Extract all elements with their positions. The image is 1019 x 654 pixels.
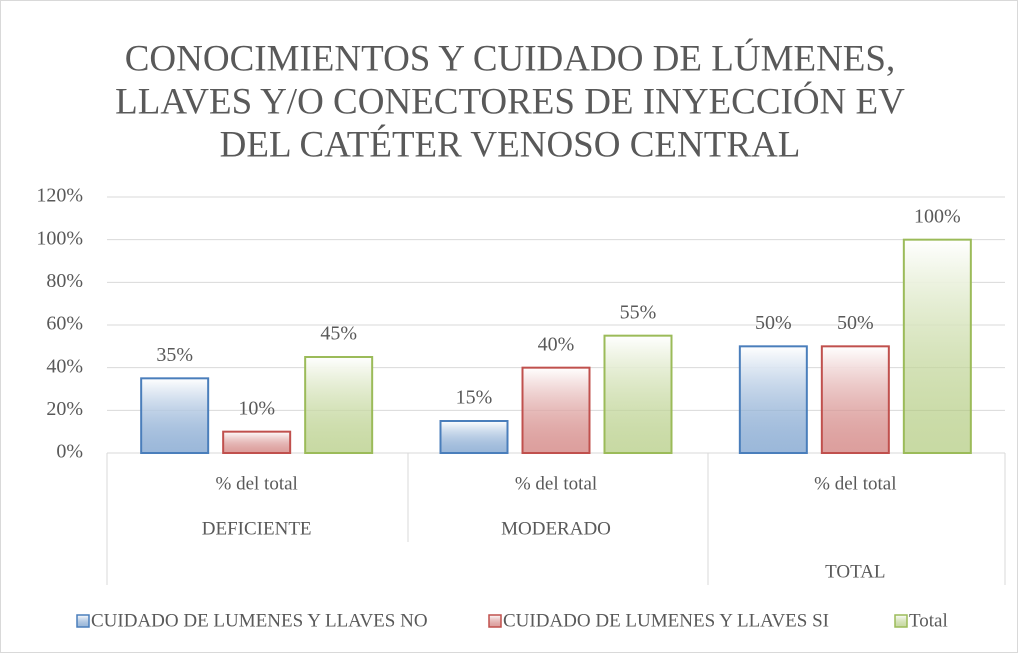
- bar: [603, 334, 673, 454]
- bar: [902, 238, 972, 454]
- data-label: 50%: [837, 312, 874, 334]
- data-label: 45%: [320, 323, 357, 345]
- data-label: 50%: [755, 312, 792, 334]
- x-tick-label: % del total: [515, 473, 597, 494]
- bar: [738, 345, 808, 455]
- y-tick-label: 40%: [46, 355, 83, 377]
- data-label: 55%: [620, 301, 657, 323]
- data-label: 35%: [156, 344, 193, 366]
- chart-title: DEL CATÉTER VENOSO CENTRAL: [220, 123, 801, 165]
- legend-label: Total: [909, 610, 948, 631]
- data-label: 10%: [238, 397, 275, 419]
- y-tick-label: 120%: [36, 185, 83, 207]
- legend-swatch: [488, 614, 502, 628]
- y-tick-label: 20%: [46, 398, 83, 420]
- category-group-label: DEFICIENTE: [202, 518, 312, 539]
- y-tick-label: 100%: [36, 227, 83, 249]
- x-tick-label: % del total: [216, 473, 298, 494]
- category-group-label: MODERADO: [501, 518, 611, 539]
- chart-title: LLAVES Y/O CONECTORES DE INYECCIÓN EV: [115, 80, 905, 122]
- bar: [304, 356, 374, 454]
- legend-label: CUIDADO DE LUMENES Y LLAVES NO: [91, 610, 428, 631]
- category-axis-lines: [106, 453, 1006, 585]
- data-label: 100%: [914, 205, 961, 227]
- category-group-label: TOTAL: [825, 561, 885, 582]
- data-label: 40%: [538, 333, 575, 355]
- x-tick-label: % del total: [814, 473, 896, 494]
- legend-swatch: [76, 614, 90, 628]
- chart-title: CONOCIMIENTOS Y CUIDADO DE LÚMENES,: [125, 37, 895, 79]
- bar: [140, 377, 210, 455]
- bar: [439, 420, 509, 454]
- bar: [222, 430, 292, 454]
- y-tick-label: 80%: [46, 270, 83, 292]
- bar: [521, 366, 591, 454]
- y-tick-label: 0%: [56, 441, 83, 463]
- legend-swatch: [894, 614, 908, 628]
- y-tick-label: 60%: [46, 313, 83, 335]
- bar: [820, 345, 890, 455]
- legend-label: CUIDADO DE LUMENES Y LLAVES SI: [503, 610, 829, 631]
- data-label: 15%: [456, 387, 493, 409]
